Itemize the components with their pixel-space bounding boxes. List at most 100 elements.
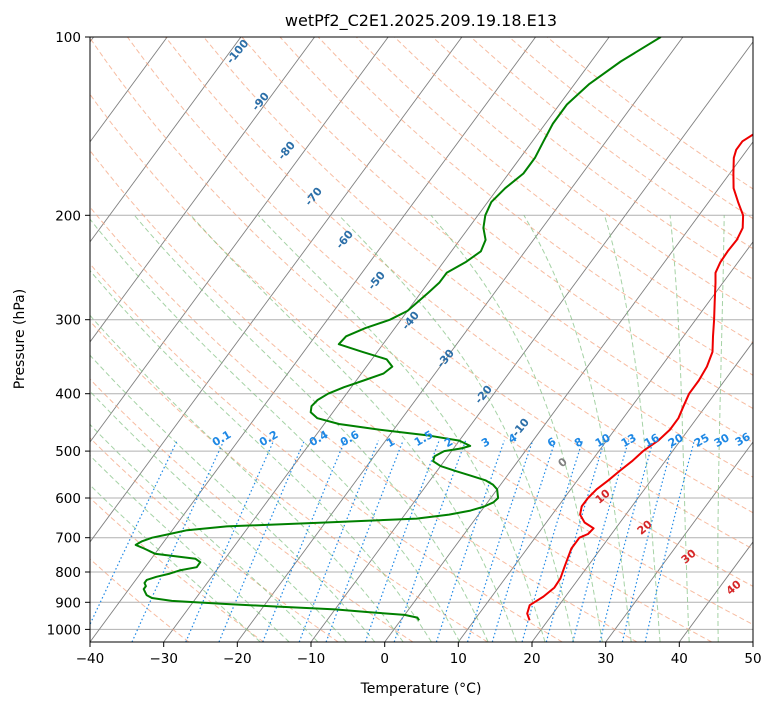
plot-frame [89,36,754,643]
x-tick-label: 50 [744,651,761,667]
dry-adiabat-line [90,437,339,642]
mixing-ratio-label: 6 [545,435,558,450]
axes: −40 −30 −20 −10 0 10 20 30 40 5010009008007006005… [47,30,762,667]
mixing-ratio-line [393,440,467,642]
mixing-ratio-line [599,440,654,642]
y-tick-label: 900 [55,595,81,611]
mixing-ratio-label: 1.5 [412,428,435,449]
moist-adiabat-line [90,218,461,642]
moist-adiabat-line [257,214,546,642]
dry-adiabat-line [432,37,753,281]
mixing-ratio-label: 8 [572,435,585,450]
mixing-ratio-label: 30 [712,431,732,450]
y-tick-label: 700 [55,531,81,547]
dry-adiabat-label: -70 [302,185,325,209]
isotherm-line [605,441,753,642]
dry-adiabat-line [470,37,753,250]
isotherm-line [90,37,168,143]
x-tick-label: 40 [671,651,688,667]
mixing-ratio-line [644,440,695,642]
x-tick-label: 20 [523,651,540,667]
moist-adiabat-line [430,214,603,642]
mixing-ratio-line [621,440,675,642]
mixing-ratio-line [185,440,275,642]
line-labels: -100-90-80-70-60-50-40-30-20-100.1 0.2 0.4… [210,37,753,598]
dry-adiabat-line [90,149,712,642]
dry-adiabat-line [90,558,190,642]
mixing-ratio-label: 0.4 [307,428,331,449]
dry-adiabat-label: -80 [275,139,298,163]
x-tick-label: 30 [597,651,614,667]
moist-adiabat-line [90,454,290,642]
y-tick-label: 600 [55,491,81,507]
mixing-ratio-line [491,440,556,642]
y-tick-label: 200 [55,208,81,224]
mixing-ratio-line [521,440,584,642]
dewpoint-line [134,37,662,621]
moist-adiabat-line [90,269,432,642]
moist-adiabat-line [90,314,404,642]
moist-adiabat-line [669,215,690,642]
moist-adiabat-line [190,214,517,642]
profile-series [134,37,753,621]
mixing-ratio-line [364,440,440,642]
dry-adiabat-label: -20 [472,383,495,407]
y-axis-label: Pressure (hPa) [12,289,28,389]
moist-adiabat-line [90,484,261,642]
dry-adiabat-label: -100 [224,37,252,67]
moist-adiabat-line [604,215,661,642]
mixing-ratio-label: 10 [593,431,613,450]
x-tick-label: 10 [450,651,467,667]
y-tick-label: 100 [55,30,81,46]
x-tick-label: −30 [149,651,178,667]
dry-adiabat-line [508,37,753,220]
isotherm-line [90,37,536,642]
y-tick-label: 400 [55,387,81,403]
background-lines [90,37,753,642]
moist-adiabat-line [338,214,575,642]
x-tick-label: −10 [297,651,326,667]
x-axis-label: Temperature (°C) [360,681,482,697]
dry-adiabat-label: -30 [434,347,457,371]
dry-adiabat-line [546,37,753,190]
y-tick-label: 500 [55,444,81,460]
dry-adiabat-line [279,37,753,410]
mixing-ratio-line [218,440,305,642]
dry-adiabat-label: -90 [249,90,272,114]
x-tick-label: −20 [223,651,252,667]
mixing-ratio-line [572,440,630,642]
mixing-ratio-label: 25 [692,431,712,450]
moist-adiabat-line [90,354,376,642]
moist-adiabat-line [90,423,319,642]
mixing-ratio-line [131,440,225,642]
dry-adiabat-label: -60 [333,228,356,252]
isotherm-line [384,141,753,642]
moist-adiabat-label: 40 [724,577,744,597]
mixing-ratio-line [435,440,505,642]
moist-adiabat-line [90,390,347,642]
mixing-ratio-label: 3 [479,435,492,450]
dry-adiabat-line [90,263,563,642]
moist-adiabat-label: 0 [556,455,570,470]
isotherm-line [163,37,610,642]
temperature-line [526,133,753,621]
isotherm-line [457,241,753,642]
x-tick-label: −40 [76,651,105,667]
moist-adiabat-line [134,214,489,642]
y-tick-label: 800 [55,565,81,581]
mixing-ratio-line [90,440,178,626]
dry-adiabat-line [90,320,488,642]
isotherm-line [531,341,753,642]
dry-adiabat-line [90,37,753,587]
dry-adiabat-label: -50 [365,269,388,293]
dry-adiabat-line [165,37,753,514]
mixing-ratio-line [466,440,534,642]
isotherm-line [90,37,389,443]
isotherm-line [90,37,242,243]
moist-adiabat-label: 30 [679,546,699,566]
mixing-ratio-label: 13 [619,431,639,450]
dry-adiabat-line [317,37,753,376]
dry-adiabat-line [126,37,753,550]
dry-adiabat-line [90,378,414,642]
